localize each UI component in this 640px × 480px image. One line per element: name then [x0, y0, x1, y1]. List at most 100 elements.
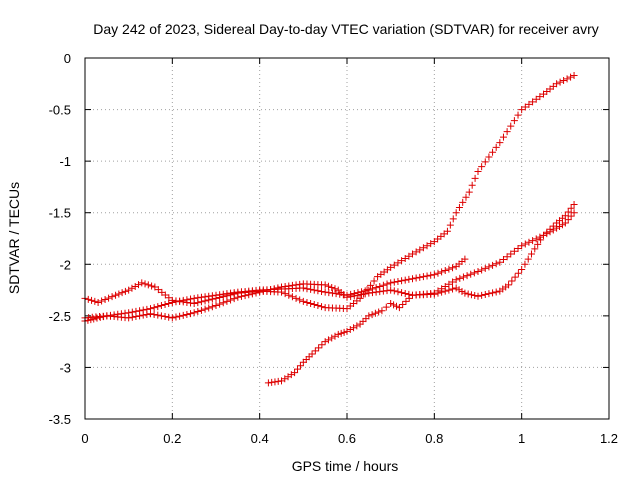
data-point [478, 266, 486, 274]
data-point [134, 281, 142, 289]
data-point [525, 238, 533, 246]
data-point [190, 299, 198, 307]
data-point [518, 242, 526, 250]
data-point [144, 281, 152, 289]
data-point [441, 266, 449, 274]
data-point [324, 282, 332, 290]
data-point [223, 297, 231, 305]
data-point [561, 219, 569, 227]
data-point [434, 269, 442, 277]
data-point [529, 98, 537, 106]
data-point [288, 293, 296, 301]
data-point [394, 288, 402, 296]
data-point [219, 293, 227, 301]
y-axis-label: SDTVAR / TECUs [6, 182, 22, 294]
data-point [208, 295, 216, 303]
data-point [143, 310, 151, 318]
data-point [147, 310, 154, 318]
data-point [197, 306, 205, 314]
data-point [91, 297, 99, 305]
data-point [445, 280, 453, 288]
data-point [296, 296, 304, 304]
data-point [521, 260, 529, 268]
data-point [449, 285, 457, 293]
data-point [553, 80, 561, 88]
y-tick-label: -2.5 [49, 309, 71, 324]
data-point [263, 286, 271, 294]
data-point [503, 128, 511, 136]
data-point [398, 277, 406, 285]
grid [85, 58, 609, 419]
data-point [489, 148, 497, 156]
data-point [505, 281, 513, 289]
data-point [423, 272, 431, 280]
data-point [570, 200, 578, 208]
data-point [121, 287, 129, 295]
data-point [176, 312, 184, 320]
data-point [96, 313, 104, 321]
data-point [328, 289, 336, 297]
data-point [125, 314, 133, 322]
data-point [291, 369, 299, 377]
data-point [507, 122, 515, 130]
data-point [452, 284, 460, 292]
data-point [94, 298, 102, 306]
data-point [368, 311, 376, 319]
data-point [299, 297, 307, 305]
data-point [534, 240, 542, 248]
data-point [361, 290, 369, 298]
data-point [474, 268, 482, 276]
data-point [346, 326, 354, 334]
data-point [154, 311, 162, 319]
data-point [132, 313, 140, 321]
data-point [212, 294, 220, 302]
y-tick-label: -1.5 [49, 206, 71, 221]
data-point [511, 273, 519, 281]
x-tick-label: 0.4 [251, 431, 269, 446]
axis-ticks: 0 0.2 0.4 0.6 0.8 1 1.2 0 -0.5 -1 -1.5 -2 -2.5 -3 -3.5 [49, 51, 618, 446]
data-point [427, 240, 435, 248]
data-point [412, 248, 420, 256]
x-tick-label: 1.2 [600, 431, 618, 446]
data-point [416, 273, 424, 281]
data-point [527, 250, 535, 258]
data-point [292, 294, 300, 302]
data-point [172, 297, 180, 305]
data-point [347, 293, 355, 301]
data-point [405, 275, 413, 283]
data-point [401, 276, 409, 284]
data-point [430, 271, 438, 279]
data-point [296, 280, 304, 288]
data-point [314, 302, 322, 310]
data-point [560, 76, 568, 84]
data-point [532, 235, 540, 243]
data-point [285, 282, 293, 290]
data-point [514, 111, 522, 119]
data-point [150, 304, 158, 312]
data-point [503, 253, 511, 261]
data-point [148, 282, 156, 290]
data-point [318, 303, 326, 311]
data-point [318, 287, 326, 295]
data-point [419, 273, 427, 281]
data-point [141, 280, 149, 288]
data-point [303, 298, 311, 306]
data-point [343, 327, 351, 335]
data-point [461, 289, 469, 297]
x-tick-label: 0.2 [163, 431, 181, 446]
data-point [458, 287, 466, 295]
data-point [467, 291, 475, 299]
x-tick-label: 0 [81, 431, 88, 446]
data-point [481, 158, 489, 166]
data-point [379, 287, 387, 295]
data-point [128, 284, 136, 292]
data-point [563, 75, 571, 83]
series-track-2 [81, 72, 578, 313]
x-tick-label: 0.8 [425, 431, 443, 446]
data-point [521, 240, 529, 248]
data-point [325, 289, 333, 297]
data-point [387, 263, 395, 271]
data-point [510, 247, 518, 255]
data-point [343, 293, 351, 301]
data-point [518, 106, 526, 114]
